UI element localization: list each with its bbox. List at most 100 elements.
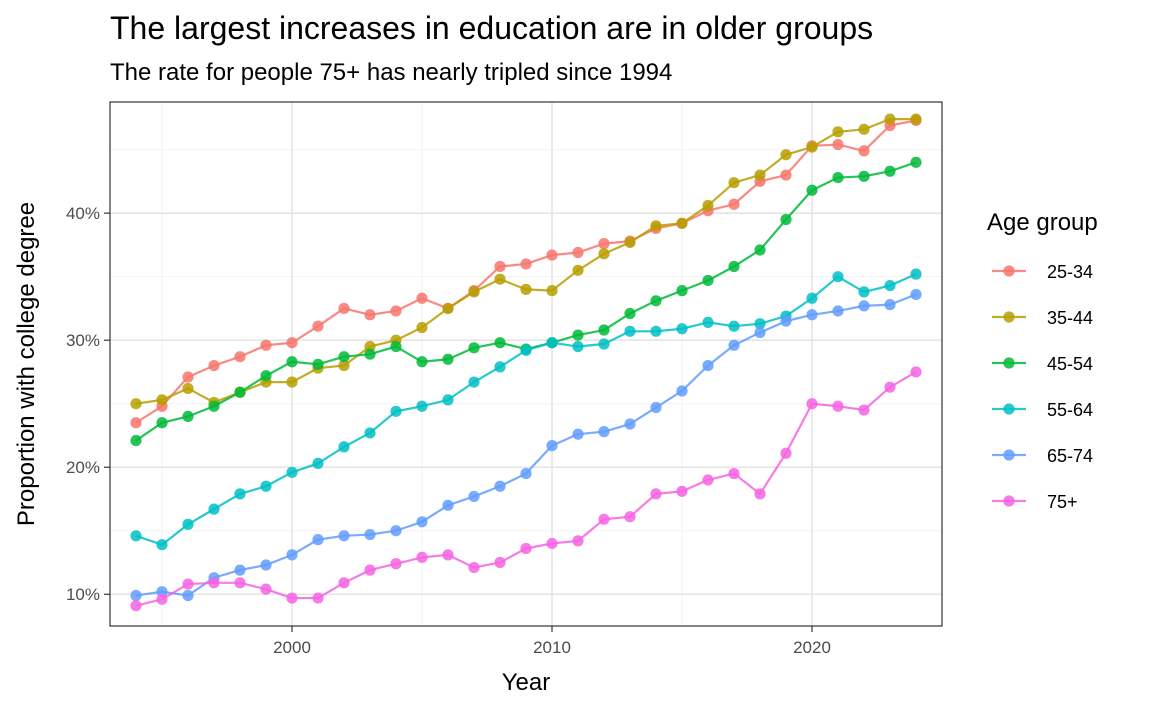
legend-key-point (1003, 357, 1015, 369)
data-point (572, 428, 584, 440)
data-point (182, 578, 194, 590)
data-point (156, 394, 168, 406)
data-point (624, 418, 636, 430)
data-point (416, 516, 428, 528)
data-point (312, 320, 324, 332)
data-point (416, 356, 428, 368)
data-point (858, 145, 870, 157)
data-point (572, 264, 584, 276)
data-point (364, 348, 376, 360)
x-tick-label: 2020 (793, 638, 831, 657)
data-point (728, 320, 740, 332)
data-point (572, 329, 584, 341)
data-point (728, 198, 740, 210)
data-point (858, 300, 870, 312)
data-point (390, 405, 402, 417)
data-point (910, 268, 922, 280)
data-point (390, 525, 402, 537)
data-point (832, 271, 844, 283)
data-point (546, 249, 558, 261)
data-point (156, 417, 168, 429)
y-axis-title: Proportion with college degree (13, 202, 40, 526)
data-point (728, 339, 740, 351)
data-point (598, 248, 610, 260)
data-point (338, 351, 350, 363)
data-point (364, 528, 376, 541)
data-point (754, 488, 766, 500)
data-point (780, 315, 792, 327)
data-point (520, 344, 532, 356)
data-point (338, 530, 350, 542)
data-point (806, 184, 818, 196)
data-point (442, 302, 454, 315)
data-point (858, 123, 870, 135)
data-point (260, 370, 272, 382)
data-point (676, 217, 688, 229)
data-point (884, 299, 896, 311)
series-line (135, 273, 917, 546)
legend-label: 75+ (1047, 492, 1078, 512)
data-point (494, 361, 506, 373)
x-axis-title: Year (502, 669, 551, 696)
data-point (364, 427, 376, 439)
data-point (546, 440, 558, 452)
data-point (910, 366, 922, 378)
data-point (494, 480, 506, 492)
data-point (286, 466, 298, 478)
data-point (442, 353, 454, 365)
data-point (572, 340, 584, 353)
data-point (130, 600, 142, 612)
legend-key-point (1003, 449, 1015, 461)
series-75+ (130, 366, 922, 612)
data-point (858, 286, 870, 298)
data-point (832, 138, 844, 151)
data-point (182, 382, 194, 395)
data-point (182, 410, 194, 422)
x-axis: 2000 2010 2020 (273, 626, 831, 657)
data-point (130, 417, 142, 429)
data-point (754, 318, 766, 330)
chart-subtitle: The rate for people 75+ has nearly tripl… (110, 59, 673, 86)
series-line (135, 161, 917, 442)
legend-label: 35-44 (1047, 308, 1093, 328)
data-point (676, 385, 688, 397)
legend-key-point (1003, 495, 1015, 507)
legend-item: 25-34 (992, 262, 1093, 282)
data-point (650, 220, 662, 232)
data-point (416, 400, 428, 412)
data-point (234, 488, 246, 500)
data-point (806, 141, 818, 153)
data-point (182, 589, 194, 602)
data-point (286, 356, 298, 368)
data-point (312, 457, 324, 470)
data-point (338, 441, 350, 453)
legend-item: 75+ (992, 492, 1078, 512)
data-point (910, 113, 922, 125)
series-45-54 (130, 156, 922, 447)
data-point (520, 542, 532, 555)
data-point (832, 400, 844, 412)
data-point (364, 309, 376, 321)
panel-border (109, 101, 943, 627)
series-layer (130, 113, 922, 612)
data-point (234, 386, 246, 398)
legend-label: 65-74 (1047, 446, 1093, 466)
data-point (910, 288, 922, 301)
data-point (910, 156, 922, 168)
data-point (702, 474, 714, 486)
data-point (520, 467, 532, 480)
series-65-74 (130, 288, 922, 602)
legend-label: 25-34 (1047, 262, 1093, 282)
data-point (468, 286, 480, 298)
data-point (468, 561, 480, 574)
data-point (286, 549, 298, 561)
data-point (494, 260, 506, 273)
legend-label: 45-54 (1047, 354, 1093, 374)
data-point (728, 260, 740, 273)
data-point (208, 359, 220, 372)
data-point (780, 149, 792, 161)
legend-item: 55-64 (992, 400, 1093, 420)
data-point (286, 337, 298, 349)
data-point (858, 170, 870, 182)
data-point (624, 307, 636, 320)
